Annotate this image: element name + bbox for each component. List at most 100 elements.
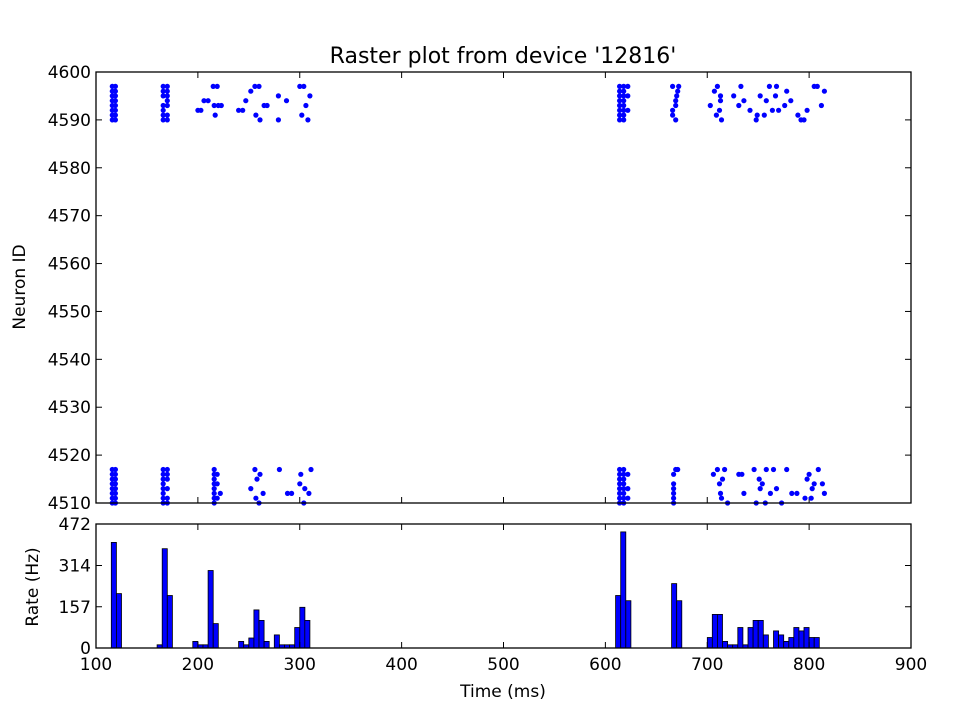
rate-bar (803, 627, 810, 649)
rate-bar (813, 637, 820, 649)
spike-point (164, 83, 170, 89)
spike-point (756, 476, 762, 482)
spike-point (112, 476, 118, 482)
spike-point (283, 98, 290, 104)
spike-point (617, 476, 623, 482)
rate-bar (166, 595, 173, 649)
rate-bar (304, 620, 311, 649)
spike-point (298, 471, 304, 477)
spike-point (784, 466, 790, 473)
spike-point (671, 486, 677, 492)
spike-point (818, 102, 825, 109)
spike-point (794, 490, 800, 496)
spike-point (297, 83, 303, 89)
spike-point (625, 495, 631, 501)
spike-point (736, 102, 742, 109)
spike-point (625, 83, 631, 89)
spike-point (766, 83, 773, 89)
spike-point (214, 495, 220, 501)
spike-point (710, 471, 717, 477)
spike-point (621, 93, 627, 99)
spike-point (718, 117, 725, 123)
spike-point (804, 107, 810, 113)
spike-point (621, 495, 627, 501)
spike-point (160, 490, 166, 496)
spike-point (214, 471, 220, 477)
spike-point (160, 117, 166, 123)
spike-point (164, 112, 170, 118)
spike-point (621, 476, 627, 482)
rate-y-tick-label: 0 (80, 639, 91, 659)
spike-point (210, 83, 216, 89)
spike-point (769, 107, 776, 113)
spike-point (164, 93, 170, 99)
spike-point (773, 83, 780, 89)
spike-point (201, 98, 207, 104)
spike-point (160, 486, 166, 492)
spike-point (673, 117, 679, 123)
raster-y-tick-label: 4570 (48, 207, 91, 227)
spike-point (717, 93, 724, 99)
spike-point (160, 107, 166, 113)
spike-point (164, 466, 170, 473)
raster-y-tick-label: 4580 (48, 159, 91, 179)
spike-point (303, 102, 309, 109)
spike-point (821, 88, 828, 94)
spike-point (160, 112, 166, 118)
spike-point (256, 83, 262, 89)
spike-point (621, 471, 627, 477)
time-x-tick-label: 300 (284, 655, 316, 675)
spike-point (625, 486, 631, 492)
raster-y-tick-label: 4600 (48, 63, 91, 83)
spike-point (617, 102, 623, 109)
spike-point (621, 83, 627, 89)
spike-point (751, 466, 757, 473)
spike-point (738, 83, 744, 89)
spike-point (112, 83, 118, 89)
spike-point (211, 490, 217, 496)
spike-point (707, 102, 713, 109)
rate-y-tick-label: 472 (59, 515, 91, 535)
spike-point (617, 83, 623, 89)
rate-bar (258, 620, 265, 649)
spike-point (741, 490, 747, 496)
rate-bar (757, 620, 764, 649)
spike-point (671, 495, 677, 501)
spike-point (160, 471, 166, 477)
rate-bar (788, 637, 795, 649)
spike-point (257, 117, 263, 123)
spike-point (112, 98, 118, 104)
raster-plot-frame (95, 71, 912, 504)
raster-y-tick-label: 4530 (48, 398, 91, 418)
spike-point (160, 83, 166, 89)
spike-point (763, 98, 769, 104)
rate-bar (212, 623, 219, 649)
spike-point (112, 117, 118, 123)
rate-bar (737, 627, 744, 649)
spike-point (722, 466, 728, 473)
spike-point (801, 117, 807, 123)
spike-point (112, 490, 118, 496)
spike-point (717, 490, 724, 496)
spike-point (757, 93, 763, 99)
spike-point (753, 117, 759, 123)
spike-point (621, 88, 627, 94)
spike-point (788, 98, 794, 104)
spike-point (763, 466, 769, 473)
spike-point (248, 88, 254, 94)
spike-point (716, 107, 723, 113)
spike-point (276, 466, 282, 473)
spike-point (617, 486, 623, 492)
raster-y-tick-label: 4550 (48, 302, 91, 322)
spike-point (673, 102, 679, 109)
chart-title: Raster plot from device '12816' (330, 44, 677, 69)
spike-point (811, 481, 817, 487)
spike-point (212, 112, 218, 118)
rate-bar (676, 600, 683, 649)
spike-point (621, 481, 627, 487)
spike-point (675, 466, 681, 473)
spike-point (621, 490, 627, 496)
raster-y-axis-label: Neuron ID (10, 244, 30, 329)
spike-point (164, 98, 170, 104)
rate-bar (762, 634, 769, 649)
